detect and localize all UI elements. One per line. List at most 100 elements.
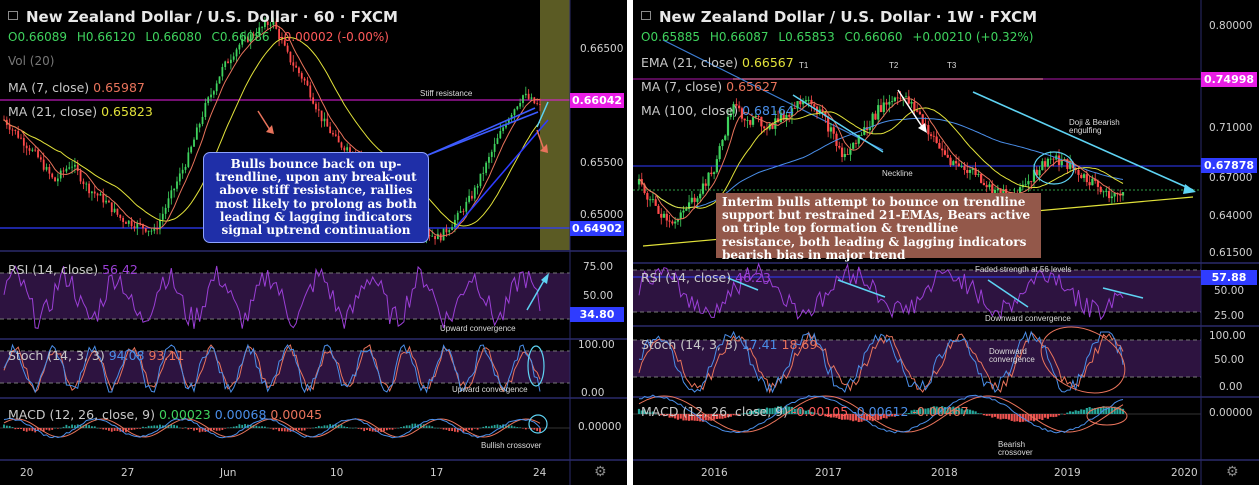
macd-hist-bar (1082, 409, 1086, 414)
hourly-chart-canvas[interactable] (0, 0, 627, 485)
ma7-legend[interactable]: MA (7, close) 0.65627 (641, 79, 778, 94)
candle-body (738, 105, 741, 109)
ema21-legend[interactable]: EMA (21, close) 0.66567 (641, 55, 794, 70)
stoch-k-line (638, 330, 1124, 394)
rsi-tick: 25.00 (1214, 310, 1245, 322)
macd-hist-bar (360, 428, 363, 430)
macd-hist-bar (519, 427, 522, 428)
candle-body (281, 39, 283, 41)
macd-hist-bar (227, 427, 229, 429)
candle-body (679, 212, 682, 220)
ma7-value: 0.65987 (93, 80, 145, 95)
candle-body (153, 227, 156, 231)
candle-body (334, 134, 337, 136)
candle-body (468, 195, 471, 202)
stoch-highlight-ellipse (527, 345, 545, 387)
macd-hist-bar (713, 414, 716, 420)
candle-body (854, 142, 858, 144)
weekly-chart-canvas[interactable] (633, 0, 1259, 485)
macd-hist-bar (468, 428, 471, 430)
macd-hist-bar (110, 428, 113, 432)
candle-body (693, 197, 696, 202)
candle-body (303, 78, 306, 81)
candle-body (85, 183, 88, 185)
macd-line (3, 417, 541, 439)
rsi-legend[interactable]: RSI (14, close) 46.23 (641, 270, 771, 285)
macd-hist-bar (187, 428, 190, 430)
hourly-chart-panel[interactable]: New Zealand Dollar / U.S. Dollar · 60 · … (0, 0, 627, 485)
macd-hist-bar (323, 425, 326, 428)
ohlc-readout: O0.65885 H0.66087 L0.65853 C0.66060 +0.0… (641, 30, 1039, 44)
candle-body (190, 146, 193, 153)
macd-hist-bar (340, 424, 343, 428)
macd-hist-bar (45, 428, 48, 430)
macd-hist-bar (991, 414, 994, 418)
change-value: -0.00002 (-0.00%) (279, 30, 389, 44)
volume-label[interactable]: Vol (20) (8, 54, 55, 68)
change-value: +0.00210 (+0.32%) (912, 30, 1034, 44)
candle-body (14, 129, 17, 131)
macd-hist-bar (456, 428, 459, 433)
macd-hist-bar (431, 426, 434, 428)
macd-hist-bar (996, 414, 999, 419)
macd-hist-bar (1016, 414, 1019, 422)
candle-body (173, 188, 176, 191)
candle-body (868, 127, 871, 131)
settings-gear-icon[interactable]: ⚙ (1226, 464, 1239, 480)
candle-body (510, 114, 513, 119)
macd-hist-bar (916, 409, 919, 414)
stoch-legend[interactable]: Stoch (14, 3, 3) 94.08 93.11 (8, 348, 184, 363)
macd-hist-value: 0.00023 (159, 407, 211, 422)
candle-body (1082, 174, 1086, 178)
stoch-legend[interactable]: Stoch (14, 3, 3) 17.41 18.69 (641, 337, 817, 352)
macd-hist-bar (473, 428, 476, 429)
candle-body (292, 62, 295, 66)
candle-body (258, 27, 261, 35)
candle-body (507, 118, 510, 124)
macd-hist-bar (176, 425, 178, 428)
chart-title: New Zealand Dollar / U.S. Dollar · 1W · … (641, 8, 1037, 26)
macd-hist-bar (286, 428, 289, 432)
macd-hist-bar (902, 414, 905, 415)
macd-hist-bar (854, 414, 858, 421)
ma21-label: MA (21, close) (8, 104, 98, 119)
ma100-legend[interactable]: MA (100, close) 0.68164 (641, 103, 794, 118)
candle-body (479, 173, 482, 187)
macd-hist-bar (93, 426, 96, 428)
macd-legend[interactable]: MACD (12, 26, close, 9) -0.00105 -0.00612-… (641, 404, 969, 419)
candle-body (740, 108, 744, 119)
macd-hist-bar (891, 414, 894, 417)
macd-hist-bar (654, 413, 657, 415)
candle-body (539, 103, 541, 105)
macd-hist-bar (815, 413, 819, 414)
settings-gear-icon[interactable]: ⚙ (594, 464, 607, 480)
candle-body (221, 67, 224, 77)
macd-hist-bar (785, 406, 788, 414)
candle-body (802, 101, 805, 105)
candle-body (1107, 191, 1111, 199)
macd-hist-bar (91, 426, 93, 428)
macd-tick: 0.00000 (1209, 407, 1253, 419)
weekly-chart-panel[interactable]: New Zealand Dollar / U.S. Dollar · 1W · … (633, 0, 1259, 485)
ma21-legend[interactable]: MA (21, close) 0.65823 (8, 104, 153, 119)
ma7-legend[interactable]: MA (7, close) 0.65987 (8, 80, 145, 95)
candle-body (966, 170, 969, 173)
candle-body (513, 109, 516, 115)
price-tick: 0.80000 (1209, 20, 1253, 32)
macd-hist-bar (938, 407, 941, 414)
candle-body (34, 149, 37, 151)
candle-body (68, 167, 71, 169)
macd-legend[interactable]: MACD (12, 26, close, 9) 0.00023 0.00068 0.0… (8, 407, 322, 422)
macd-hist-bar (977, 413, 980, 414)
candle-body (704, 183, 707, 186)
macd-hist-bar (960, 408, 963, 414)
macd-hist-bar (238, 424, 241, 428)
macd-hist-bar (1116, 407, 1119, 414)
candle-body (524, 93, 527, 96)
stoch-upward-convergence-annotation: Upward convergence (452, 385, 528, 394)
time-tick: 2020 (1171, 467, 1198, 479)
candle-body (193, 139, 195, 147)
rsi-legend[interactable]: RSI (14, close) 56.42 (8, 262, 138, 277)
macd-hist-bar (1107, 407, 1111, 414)
macd-hist-bar (139, 428, 142, 429)
